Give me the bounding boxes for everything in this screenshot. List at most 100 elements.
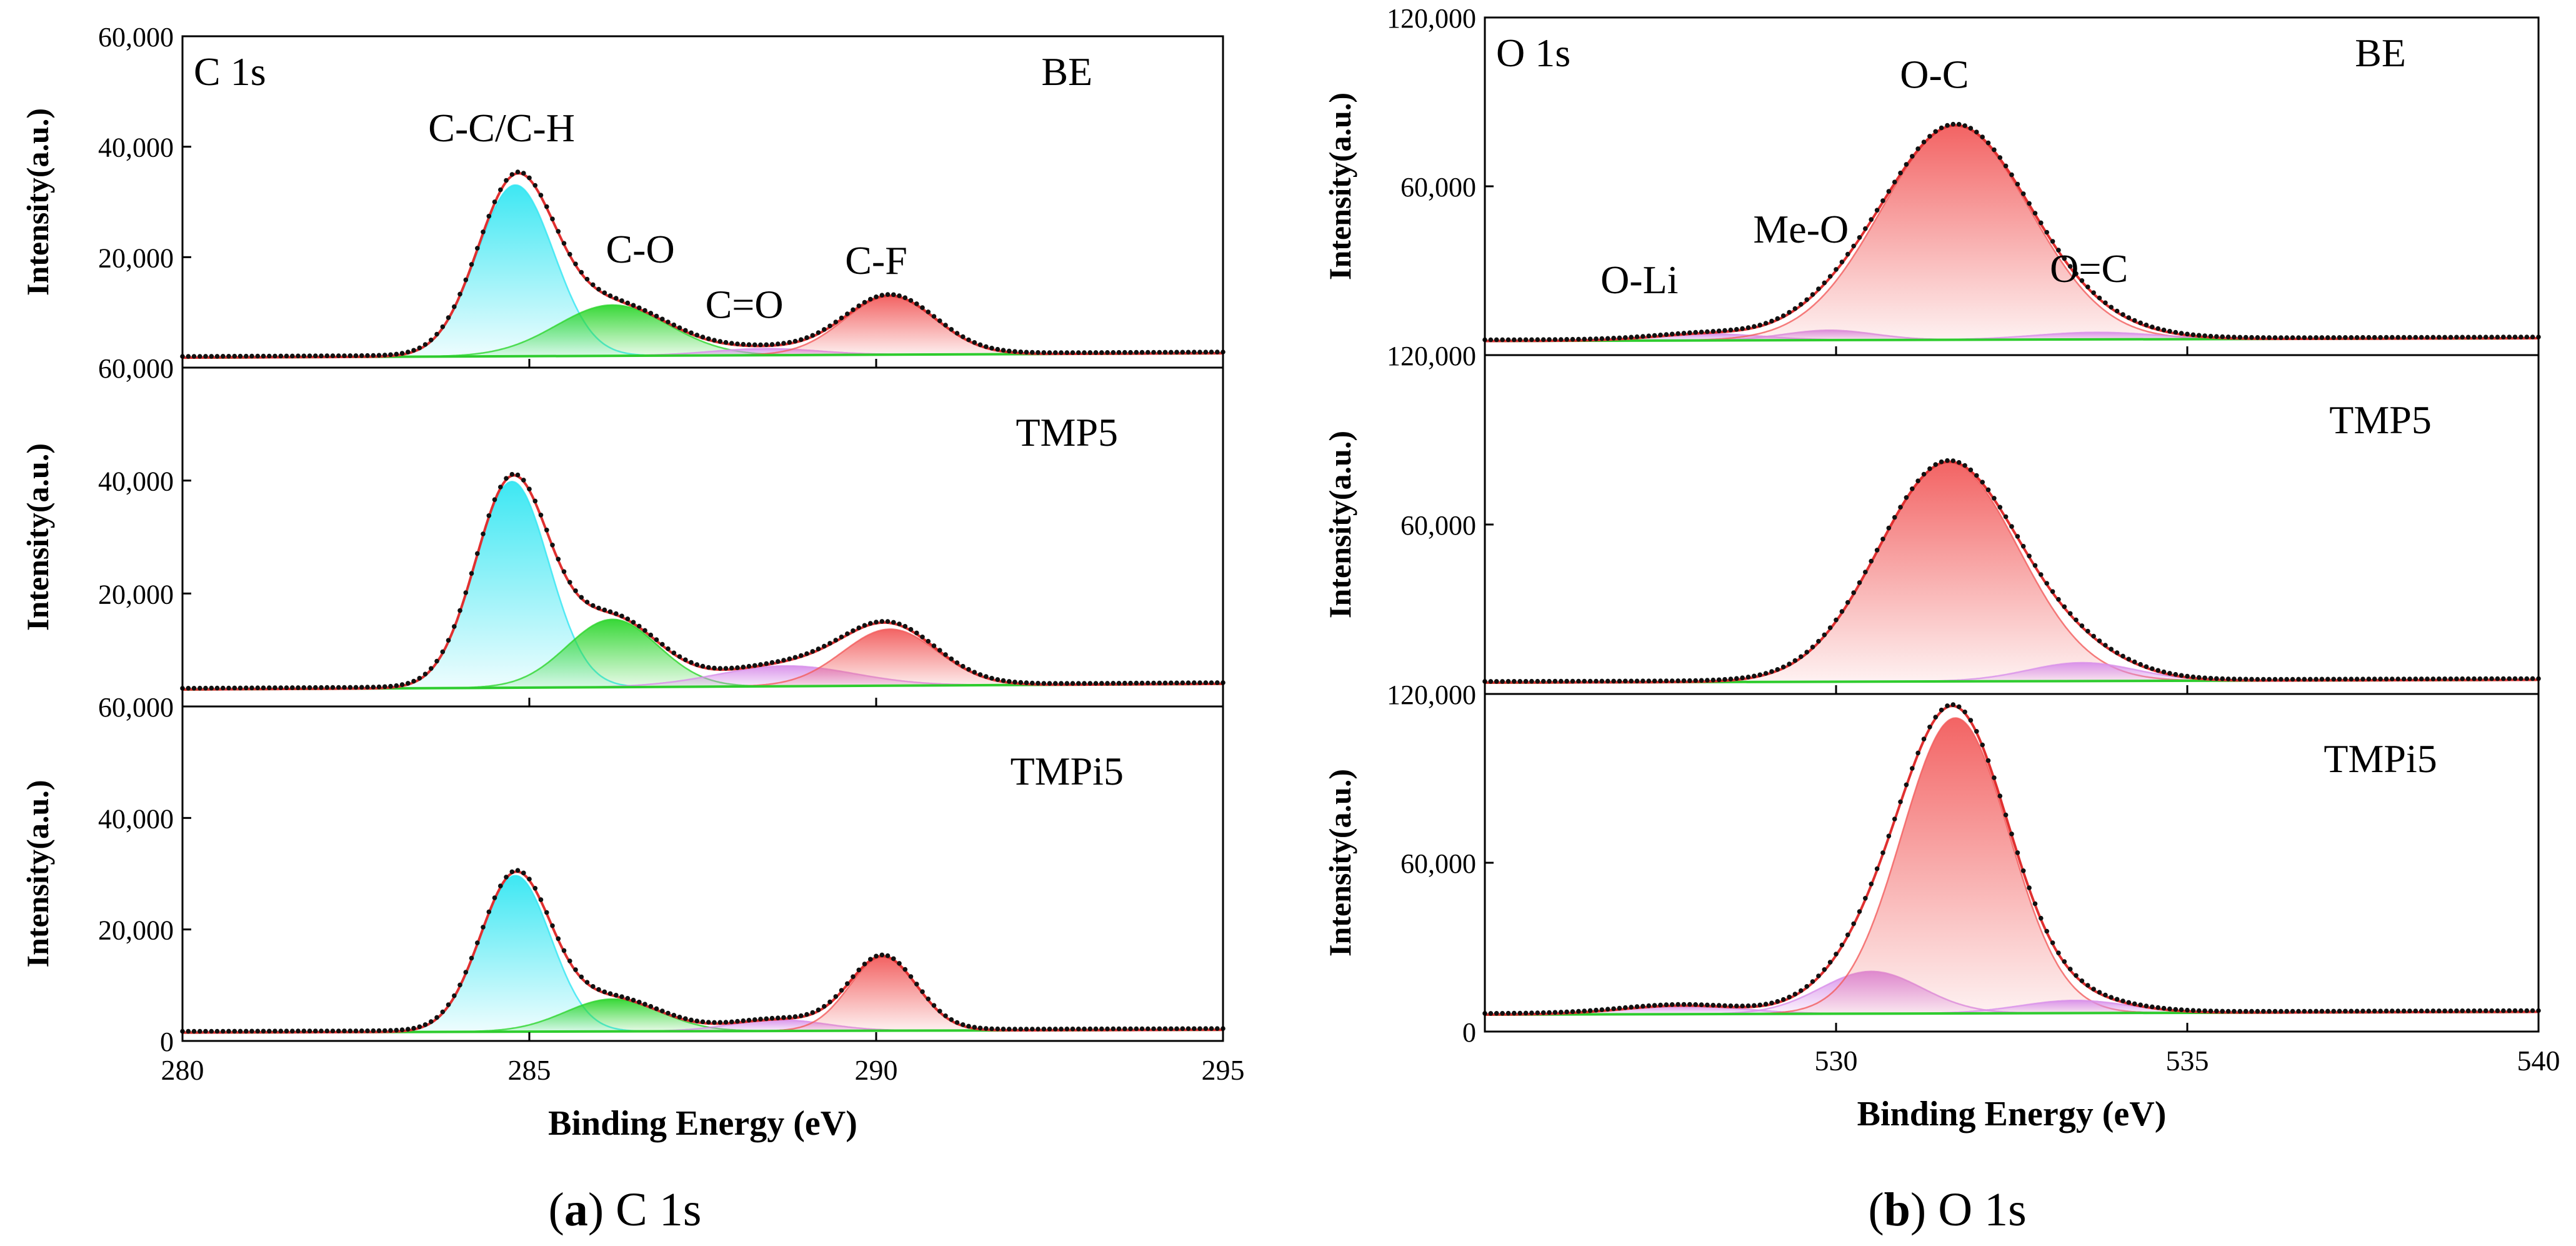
data-point — [272, 353, 277, 359]
data-point — [1053, 350, 1058, 355]
data-point — [1710, 1003, 1716, 1008]
data-point — [1664, 678, 1669, 683]
data-point — [2056, 596, 2061, 602]
data-point — [515, 169, 521, 174]
data-point — [1968, 718, 1974, 723]
data-point — [2366, 334, 2372, 340]
peak-label: C=O — [706, 283, 784, 327]
data-point — [2512, 334, 2518, 339]
data-point — [1180, 1026, 1186, 1032]
data-point — [723, 339, 729, 345]
data-point — [654, 1006, 659, 1012]
data-point — [2454, 1008, 2459, 1013]
data-point — [1787, 995, 1792, 1000]
data-point — [1576, 678, 1581, 684]
data-point — [2009, 172, 2014, 178]
data-point — [694, 662, 700, 667]
data-point — [648, 1003, 654, 1009]
data-point — [1634, 678, 1640, 684]
data-point — [995, 677, 1001, 682]
data-point — [2395, 1008, 2400, 1013]
y-tick-label: 60,000 — [1400, 510, 1476, 541]
y-axis-label: Intensity(a.u.) — [20, 443, 55, 631]
peak-label: Me-O — [1753, 207, 1849, 251]
data-point — [544, 204, 549, 209]
data-point — [1570, 678, 1575, 684]
data-point — [1105, 681, 1110, 686]
data-point — [2384, 676, 2389, 681]
data-point — [1898, 170, 1903, 176]
data-point — [1582, 336, 1587, 342]
data-point — [1839, 259, 1845, 264]
data-point — [2196, 1008, 2202, 1013]
data-point — [2161, 328, 2167, 333]
data-point — [1146, 349, 1151, 355]
data-point — [521, 478, 526, 483]
data-point — [2495, 1008, 2500, 1013]
data-point — [1921, 139, 1927, 144]
data-point — [1763, 321, 1769, 326]
data-point — [498, 883, 503, 888]
data-point — [752, 1017, 757, 1022]
data-point — [382, 1028, 387, 1033]
data-point — [2267, 1008, 2272, 1014]
data-point — [602, 989, 607, 995]
data-point — [961, 663, 966, 669]
data-point — [1082, 681, 1087, 686]
data-point — [856, 303, 862, 309]
data-point — [949, 656, 954, 661]
data-point — [2120, 312, 2125, 317]
data-point — [1007, 1027, 1012, 1032]
y-tick-label: 60,000 — [1400, 172, 1476, 203]
data-point — [2372, 676, 2377, 681]
data-point — [769, 660, 775, 665]
data-point — [249, 1028, 254, 1034]
data-point — [353, 685, 359, 690]
data-point — [301, 685, 307, 690]
data-point — [2267, 676, 2272, 682]
y-axis-label: Intensity(a.u.) — [1322, 431, 1357, 618]
data-point — [874, 294, 879, 299]
data-point — [735, 1018, 740, 1024]
data-point — [2261, 335, 2266, 340]
data-point — [2302, 676, 2307, 682]
data-point — [2319, 676, 2325, 682]
data-point — [2225, 676, 2231, 681]
panel-tmp5: 60,000 120,000 Intensity(a.u.) TMP5 — [1322, 341, 2541, 695]
data-point — [764, 661, 769, 666]
data-point — [371, 353, 376, 358]
chart-o1s: 60,000 120,000 Intensity(a.u.) BE O 1s O-Li Me… — [1322, 3, 2560, 1133]
data-point — [845, 981, 850, 987]
data-point — [954, 1020, 960, 1025]
data-point — [324, 1028, 330, 1033]
data-point — [556, 229, 561, 234]
data-point — [1488, 679, 1494, 684]
data-point — [1705, 1002, 1710, 1008]
data-point — [2062, 959, 2067, 964]
data-point — [746, 342, 752, 347]
data-point — [607, 609, 613, 615]
data-point — [822, 1003, 827, 1009]
data-point — [255, 353, 261, 359]
data-point — [810, 1010, 816, 1015]
data-point — [1863, 570, 1868, 575]
data-point — [1122, 1026, 1127, 1032]
peak-label: O=C — [2050, 246, 2128, 291]
data-point — [417, 676, 422, 681]
data-point — [614, 611, 619, 616]
data-point — [388, 352, 393, 358]
data-point — [1070, 1027, 1076, 1032]
data-point — [1804, 297, 1809, 303]
data-point — [417, 345, 422, 351]
data-point — [1652, 333, 1657, 338]
panel-be: 20,000 40,000 60,000 Intensity(a.u.) BE C 1s C… — [20, 22, 1226, 369]
data-point — [2507, 676, 2512, 681]
data-point — [822, 643, 827, 649]
data-point — [2524, 1008, 2530, 1013]
data-point — [440, 1009, 446, 1015]
peak-o-c — [1534, 332, 2539, 341]
data-point — [1839, 609, 1845, 614]
data-point — [2501, 334, 2506, 339]
data-point — [1822, 967, 1827, 972]
data-point — [2465, 1008, 2471, 1013]
